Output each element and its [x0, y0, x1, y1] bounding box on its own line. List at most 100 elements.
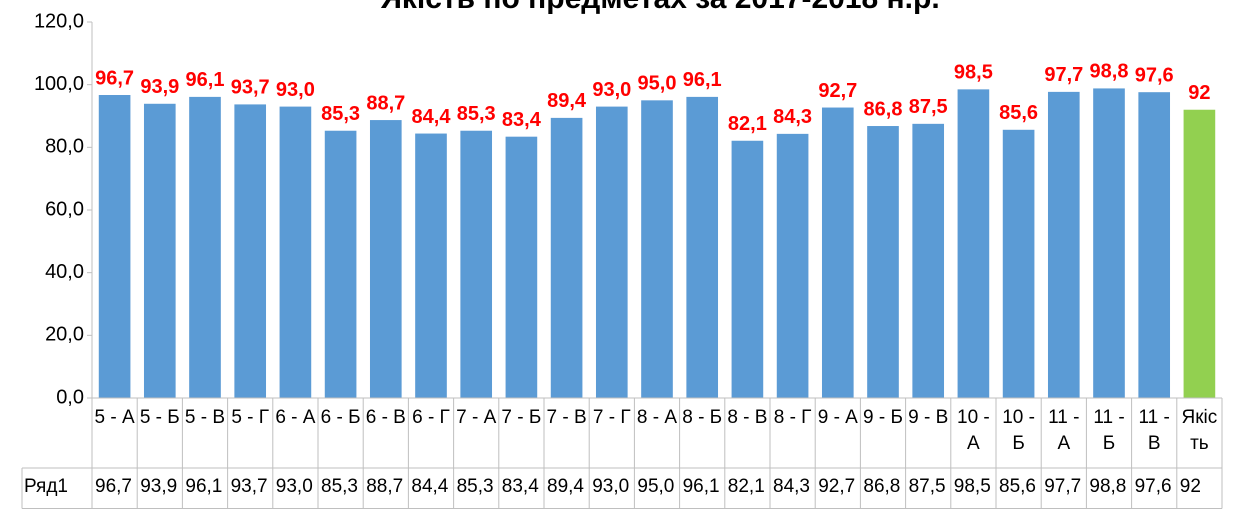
bar [505, 136, 538, 398]
category-label: 5 - А [94, 407, 135, 428]
category-label: 6 - Г [412, 407, 450, 428]
bar [867, 126, 899, 398]
table-value: 93,0 [592, 476, 630, 497]
data-label: 86,8 [864, 98, 903, 120]
table-value: 93,7 [230, 476, 268, 497]
category-label: 11 - Б [1093, 407, 1125, 454]
data-label: 92 [1188, 82, 1210, 104]
table-value: 97,6 [1134, 476, 1172, 497]
chart-title: Якість по предметах за 2017-2018 н.р. [380, 0, 939, 15]
category-label: 8 - Б [682, 407, 723, 428]
bar [143, 103, 176, 398]
data-label: 93,7 [231, 77, 270, 99]
data-label: 82,1 [728, 113, 767, 135]
bar [234, 104, 267, 398]
table-value: 96,7 [95, 476, 132, 497]
category-label: 5 - В [184, 407, 226, 428]
table-value: 93,0 [275, 476, 313, 497]
category-label: 9 - А [817, 407, 858, 428]
category-label: 9 - Б [863, 407, 903, 428]
data-label: 98,8 [1090, 61, 1129, 83]
table-value: 92 [1179, 476, 1201, 497]
bar [686, 96, 719, 399]
bar [1183, 109, 1216, 398]
table-value: 85,6 [999, 476, 1036, 497]
data-label: 84,3 [773, 106, 812, 128]
bar [1138, 92, 1171, 398]
table-value: 93,9 [140, 476, 178, 497]
category-label: 7 - В [546, 407, 587, 428]
category-label: 6 - В [365, 407, 406, 428]
y-tick-label: 100,0 [34, 73, 84, 95]
category-label: 11 - А [1048, 407, 1080, 454]
bar [912, 123, 945, 398]
data-label: 96,1 [683, 69, 722, 91]
category-label: 11 - В [1138, 407, 1170, 454]
table-value: 84,4 [411, 476, 449, 497]
bar [98, 95, 131, 399]
bar [957, 89, 990, 398]
category-label: 9 - В [908, 407, 949, 428]
table-value: 89,4 [547, 476, 584, 497]
data-label: 85,3 [321, 103, 360, 125]
category-label: 6 - А [275, 407, 316, 428]
category-label: Якість [1181, 407, 1218, 454]
data-label: 93,9 [140, 76, 179, 98]
bar [1002, 129, 1035, 398]
data-label: 87,5 [909, 96, 948, 118]
data-label: 96,1 [186, 69, 225, 91]
table-value: 96,1 [185, 476, 223, 497]
table-value: 83,4 [501, 476, 539, 497]
category-label: 7 - Г [592, 407, 631, 428]
table-value: 97,7 [1044, 476, 1082, 497]
category-label: 8 - В [727, 407, 768, 428]
bar [189, 96, 221, 399]
y-tick-label: 60,0 [45, 198, 84, 220]
bar [460, 130, 493, 398]
data-label: 85,6 [999, 102, 1038, 124]
data-label: 88,7 [366, 92, 405, 114]
y-tick-label: 0,0 [56, 386, 84, 408]
bar [324, 130, 357, 398]
bar [1047, 91, 1080, 398]
table-value: 84,3 [773, 476, 810, 497]
table-value: 86,8 [863, 476, 901, 497]
table-value: 82,1 [727, 476, 765, 497]
y-tick-label: 20,0 [45, 324, 84, 346]
table-value: 98,5 [953, 476, 991, 497]
data-label: 97,6 [1135, 64, 1174, 86]
bar [415, 133, 447, 398]
data-label: 93,0 [592, 79, 631, 101]
y-tick-label: 40,0 [45, 261, 84, 283]
table-value: 85,3 [321, 476, 358, 497]
data-label: 93,0 [276, 79, 315, 101]
table-value: 87,5 [908, 476, 946, 497]
data-label: 92,7 [818, 80, 857, 102]
bar [550, 117, 583, 398]
table-value: 95,0 [637, 476, 675, 497]
legend-entry: Ряд1 [24, 476, 68, 497]
data-label: 98,5 [954, 62, 993, 84]
table-value: 85,3 [456, 476, 494, 497]
bar [776, 133, 809, 399]
category-label: 7 - Б [501, 407, 542, 428]
data-label: 95,0 [638, 73, 677, 95]
data-label: 83,4 [502, 109, 542, 131]
category-label: 5 - Г [231, 407, 270, 428]
table-value: 92,7 [818, 476, 856, 497]
table-value: 96,1 [682, 476, 720, 497]
table-value: 88,7 [366, 476, 404, 497]
bar [595, 106, 628, 398]
bar [369, 120, 402, 398]
category-label: 7 - А [456, 407, 497, 428]
bar [731, 140, 764, 398]
category-label: 5 - Б [139, 407, 180, 428]
data-label: 89,4 [547, 90, 587, 112]
bar [821, 107, 854, 398]
bar [279, 106, 312, 398]
y-tick-label: 80,0 [45, 136, 84, 158]
table-value: 98,8 [1089, 476, 1127, 497]
bar [1093, 88, 1125, 398]
